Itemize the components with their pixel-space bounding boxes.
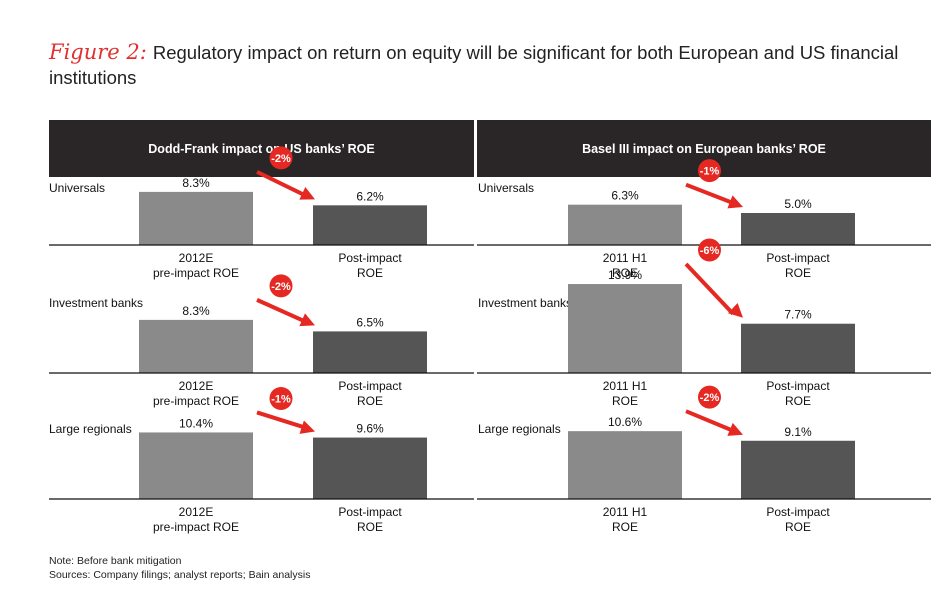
category-label: Post-impact — [338, 251, 402, 265]
group-label: Large regionals — [49, 422, 132, 436]
group-label: Investment banks — [49, 296, 143, 310]
pre-impact-bar — [568, 431, 682, 499]
bar-value-label: 9.1% — [784, 425, 812, 439]
category-label: ROE — [785, 266, 811, 280]
bar-value-label: 8.3% — [182, 304, 210, 318]
pre-impact-bar — [139, 432, 253, 499]
post-impact-bar — [741, 323, 855, 373]
change-arrow-shaft — [685, 409, 734, 433]
change-badge — [269, 386, 293, 410]
change-badge — [698, 159, 721, 183]
pre-impact-bar — [139, 319, 253, 373]
category-label: Post-impact — [766, 505, 830, 519]
bar-value-label: 5.0% — [784, 197, 812, 211]
change-badge-label: -2% — [271, 153, 291, 165]
category-label: ROE — [357, 266, 383, 280]
change-badge-label: -1% — [271, 393, 291, 405]
category-label: 2012E — [179, 251, 214, 265]
change-badge-label: -2% — [700, 392, 720, 404]
bar-value-label: 6.2% — [356, 189, 384, 203]
post-impact-bar — [741, 440, 855, 499]
figure-label: Figure 2: — [49, 40, 147, 64]
change-badge-label: -2% — [271, 281, 291, 293]
category-label: 2011 H1 — [603, 251, 648, 265]
change-arrow-shaft — [256, 410, 306, 430]
change-badge — [269, 146, 293, 170]
change-badge — [698, 238, 721, 262]
category-label: Post-impact — [338, 379, 402, 393]
category-label: 2011 H1 — [603, 379, 648, 393]
figure-title-text: Regulatory impact on return on equity wi… — [49, 42, 899, 88]
category-label: 2012E — [179, 379, 214, 393]
category-label: Post-impact — [766, 251, 830, 265]
bar-value-label: 6.5% — [356, 315, 384, 329]
category-label: ROE — [785, 394, 811, 408]
change-arrow-head — [727, 422, 743, 436]
change-badge — [269, 274, 293, 298]
post-impact-bar — [313, 331, 427, 373]
bar-value-label: 6.3% — [611, 189, 639, 203]
bar-value-label: 8.3% — [182, 176, 210, 190]
bar-value-label: 9.6% — [356, 422, 384, 436]
change-badge-label: -6% — [700, 245, 720, 257]
figure-title: Figure 2: Regulatory impact on return on … — [49, 40, 929, 90]
post-impact-bar — [313, 205, 427, 245]
category-label: ROE — [612, 394, 638, 408]
group-label: Large regionals — [478, 422, 561, 436]
change-arrow-head — [299, 187, 315, 200]
change-arrow-shaft — [256, 170, 306, 198]
change-arrow-head — [727, 195, 743, 209]
post-impact-bar — [313, 437, 427, 499]
change-badge — [698, 385, 721, 409]
category-label: ROE — [357, 394, 383, 408]
group-label: Investment banks — [478, 296, 572, 310]
sources-text: Sources: Company filings; analyst report… — [49, 569, 311, 581]
bar-value-label: 7.7% — [784, 308, 812, 322]
category-label: ROE — [612, 520, 638, 534]
change-arrow-shaft — [684, 262, 735, 316]
change-badge-label: -1% — [700, 166, 720, 178]
group-label: Universals — [478, 181, 534, 195]
change-arrow-shaft — [256, 298, 306, 324]
bar-value-label: 10.6% — [608, 415, 642, 429]
category-label: ROE — [785, 520, 811, 534]
note-text: Note: Before bank mitigation — [49, 555, 182, 567]
change-arrow-shaft — [685, 182, 734, 205]
category-label: 2011 H1 — [603, 505, 648, 519]
category-label: Post-impact — [766, 379, 830, 393]
change-arrow-head — [299, 420, 315, 434]
category-label: pre-impact ROE — [153, 520, 239, 534]
category-label: pre-impact ROE — [153, 394, 239, 408]
category-label: pre-impact ROE — [153, 266, 239, 280]
bar-value-label: 13.9% — [608, 268, 642, 282]
bar-value-label: 10.4% — [179, 416, 213, 430]
change-arrow-head — [728, 303, 743, 318]
group-label: Universals — [49, 181, 105, 195]
pre-impact-bar — [139, 191, 253, 245]
left-panel-header: Dodd-Frank impact on US banks’ ROE — [49, 120, 474, 177]
post-impact-bar — [741, 213, 855, 245]
pre-impact-bar — [568, 284, 682, 373]
category-label: ROE — [357, 520, 383, 534]
change-arrow-head — [299, 313, 315, 327]
category-label: 2012E — [179, 505, 214, 519]
category-label: ROE — [612, 266, 638, 280]
pre-impact-bar — [568, 204, 682, 245]
category-label: Post-impact — [338, 505, 402, 519]
